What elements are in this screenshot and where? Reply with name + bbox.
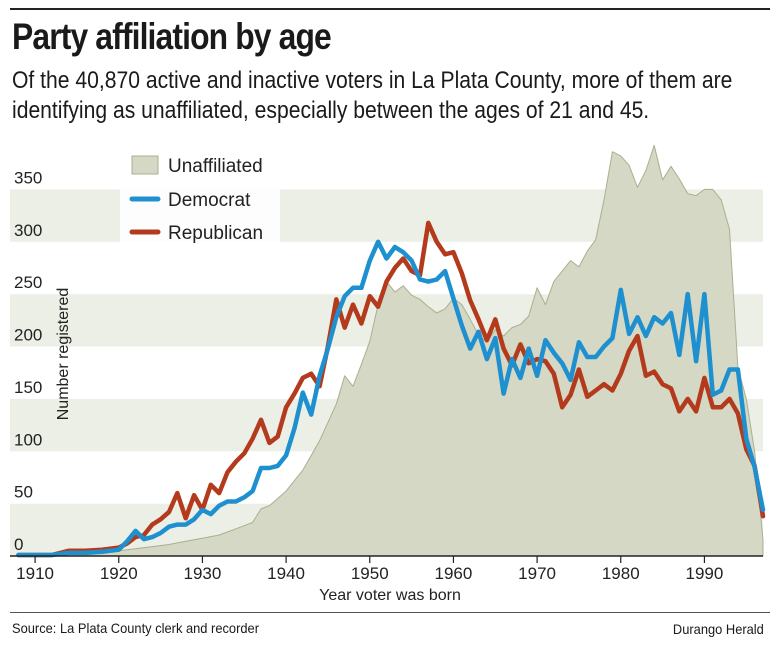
- chart-subtitle: Of the 40,870 active and inactive voters…: [12, 67, 733, 124]
- x-tick-label-1930: 1930: [184, 564, 222, 583]
- x-tick-label-1970: 1970: [518, 564, 556, 583]
- x-tick-label-1910: 1910: [16, 564, 54, 583]
- y-tick-label-0: 0: [14, 535, 23, 554]
- series-unaffiliated-area: [17, 144, 764, 557]
- legend-label-unaffiliated: Unaffiliated: [168, 156, 263, 177]
- source-note: Source: La Plata County clerk and record…: [12, 620, 260, 636]
- y-tick-label-300: 300: [14, 221, 42, 240]
- y-tick-label-350: 350: [14, 168, 42, 187]
- series-democrat-line: [16, 239, 766, 558]
- legend-label-republican: Republican: [168, 223, 263, 244]
- y-tick-label-200: 200: [14, 326, 42, 345]
- x-tick-label-1940: 1940: [267, 564, 305, 583]
- bottom-rule: [10, 612, 770, 613]
- credit-line: Durango Herald: [673, 621, 764, 637]
- x-tick-label-1980: 1980: [602, 564, 640, 583]
- chart-title: Party affiliation by age: [12, 16, 332, 57]
- legend-swatch-unaffiliated: [131, 155, 159, 175]
- legend: Unaffiliated Democrat Republican: [120, 149, 280, 255]
- y-tick-label-50: 50: [14, 483, 33, 502]
- x-tick-label-1990: 1990: [686, 564, 724, 583]
- x-axis-title: Year voter was born: [319, 587, 461, 604]
- x-tick-label-1920: 1920: [100, 564, 138, 583]
- y-axis-title: Number registered: [55, 288, 72, 421]
- top-rule: [10, 8, 770, 10]
- y-tick-label-250: 250: [14, 273, 42, 292]
- x-tick-label-1960: 1960: [435, 564, 473, 583]
- y-tick-label-150: 150: [14, 378, 42, 397]
- legend-label-democrat: Democrat: [168, 190, 251, 211]
- y-tick-label-100: 100: [14, 430, 42, 449]
- x-tick-label-1950: 1950: [351, 564, 389, 583]
